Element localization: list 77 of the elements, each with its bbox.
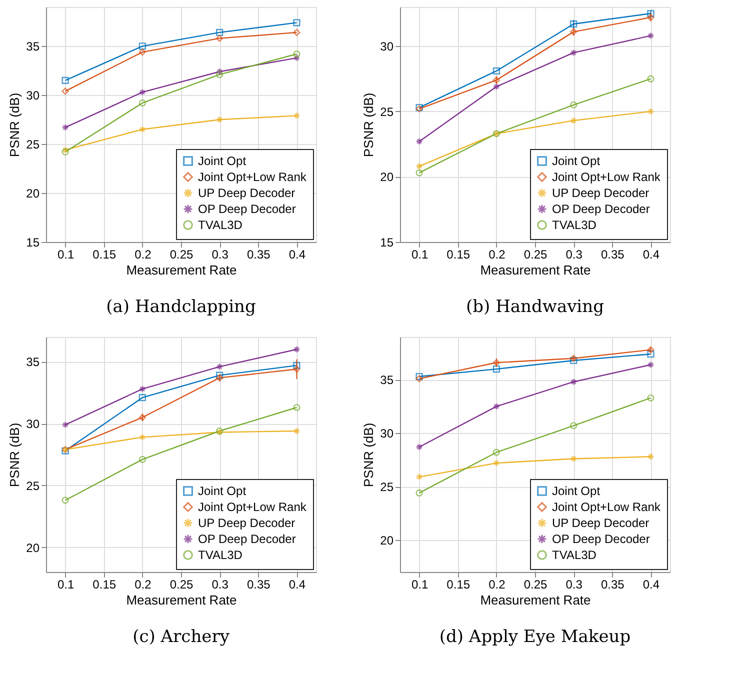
y-tick-label: 30 [26,417,40,432]
legend-label: OP Deep Decoder [552,202,650,216]
legend-label: Joint Opt+Low Rank [552,170,662,184]
x-tick-label: 0.4 [642,248,660,262]
y-tick-label: 20 [26,186,40,201]
legend-label: UP Deep Decoder [198,516,296,530]
legend-label: Joint Opt [198,484,247,498]
x-tick-label: 0.35 [246,248,271,262]
legend-label: Joint Opt [552,154,601,168]
x-tick-label: 0.3 [566,248,583,262]
y-tick-label: 25 [380,480,394,494]
text: (d) Apply Eye Makeup [439,627,631,647]
legend-label: UP Deep Decoder [552,516,650,530]
x-tick-label: 0.4 [288,248,306,262]
x-tick-label: 0.15 [92,248,116,262]
x-tick-label: 0.15 [446,578,470,592]
legend-label: UP Deep Decoder [552,186,650,200]
x-tick-label: 0.2 [488,248,506,262]
text: (c) Archery [132,627,230,647]
x-tick-label: 0.3 [212,248,229,262]
x-tick-label: 0.1 [411,578,428,592]
legend-label: UP Deep Decoder [198,186,296,200]
x-tick-label: 0.15 [92,578,116,592]
x-tick-label: 0.3 [212,578,229,592]
legend-label: OP Deep Decoder [198,202,296,216]
y-axis-title: PSNR (dB) [361,92,376,158]
legend-label: OP Deep Decoder [198,532,296,546]
y-tick-label: 25 [26,138,40,152]
x-tick-label: 0.35 [600,248,625,262]
x-tick-label: 0.2 [488,578,506,592]
legend-label: TVAL3D [198,548,243,562]
y-axis-title: PSNR (dB) [361,422,376,488]
x-tick-label: 0.1 [57,248,74,262]
x-tick-label: 0.15 [446,248,470,262]
x-tick-label: 0.35 [600,578,625,592]
x-tick-label: 0.25 [170,578,194,592]
y-axis-title: PSNR (dB) [7,92,22,158]
legend-label: TVAL3D [198,218,243,232]
y-axis-title: PSNR (dB) [7,422,22,488]
y-tick-label: 30 [380,40,394,54]
text: (b) Handwaving [466,297,604,317]
x-tick-label: 0.25 [524,578,548,592]
y-tick-label: 35 [26,40,40,54]
y-tick-label: 35 [380,373,394,388]
legend-label: Joint Opt+Low Rank [198,500,308,514]
x-axis-title: Measurement Rate [480,262,591,278]
x-axis-title: Measurement Rate [480,592,591,608]
x-tick-label: 0.25 [524,248,548,262]
x-tick-label: 0.2 [134,578,152,592]
legend-label: Joint Opt [198,154,247,168]
x-tick-label: 0.2 [134,248,152,262]
legend-label: TVAL3D [552,218,597,232]
x-axis-title: Measurement Rate [126,592,237,608]
x-tick-label: 0.35 [246,578,271,592]
y-tick-label: 30 [380,426,394,441]
legend-label: Joint Opt [552,484,601,498]
y-tick-label: 20 [26,540,40,555]
legend-label: OP Deep Decoder [552,532,650,546]
text: (a) Handclapping [106,297,256,317]
y-tick-label: 35 [26,355,40,370]
legend-label: Joint Opt+Low Rank [552,500,662,514]
x-tick-label: 0.4 [288,578,306,592]
legend-label: Joint Opt+Low Rank [198,170,308,184]
x-tick-label: 0.1 [411,248,428,262]
y-tick-label: 25 [380,104,394,119]
x-axis-title: Measurement Rate [126,262,237,278]
y-tick-label: 15 [26,236,40,250]
y-tick-label: 30 [26,88,40,103]
x-tick-label: 0.3 [566,578,583,592]
x-tick-label: 0.25 [170,248,194,262]
x-tick-label: 0.1 [57,578,74,592]
y-tick-label: 20 [380,533,394,548]
legend-label: TVAL3D [552,548,597,562]
y-tick-label: 25 [26,478,40,493]
y-tick-label: 15 [380,236,394,250]
x-tick-label: 0.4 [642,578,660,592]
y-tick-label: 20 [380,170,394,184]
